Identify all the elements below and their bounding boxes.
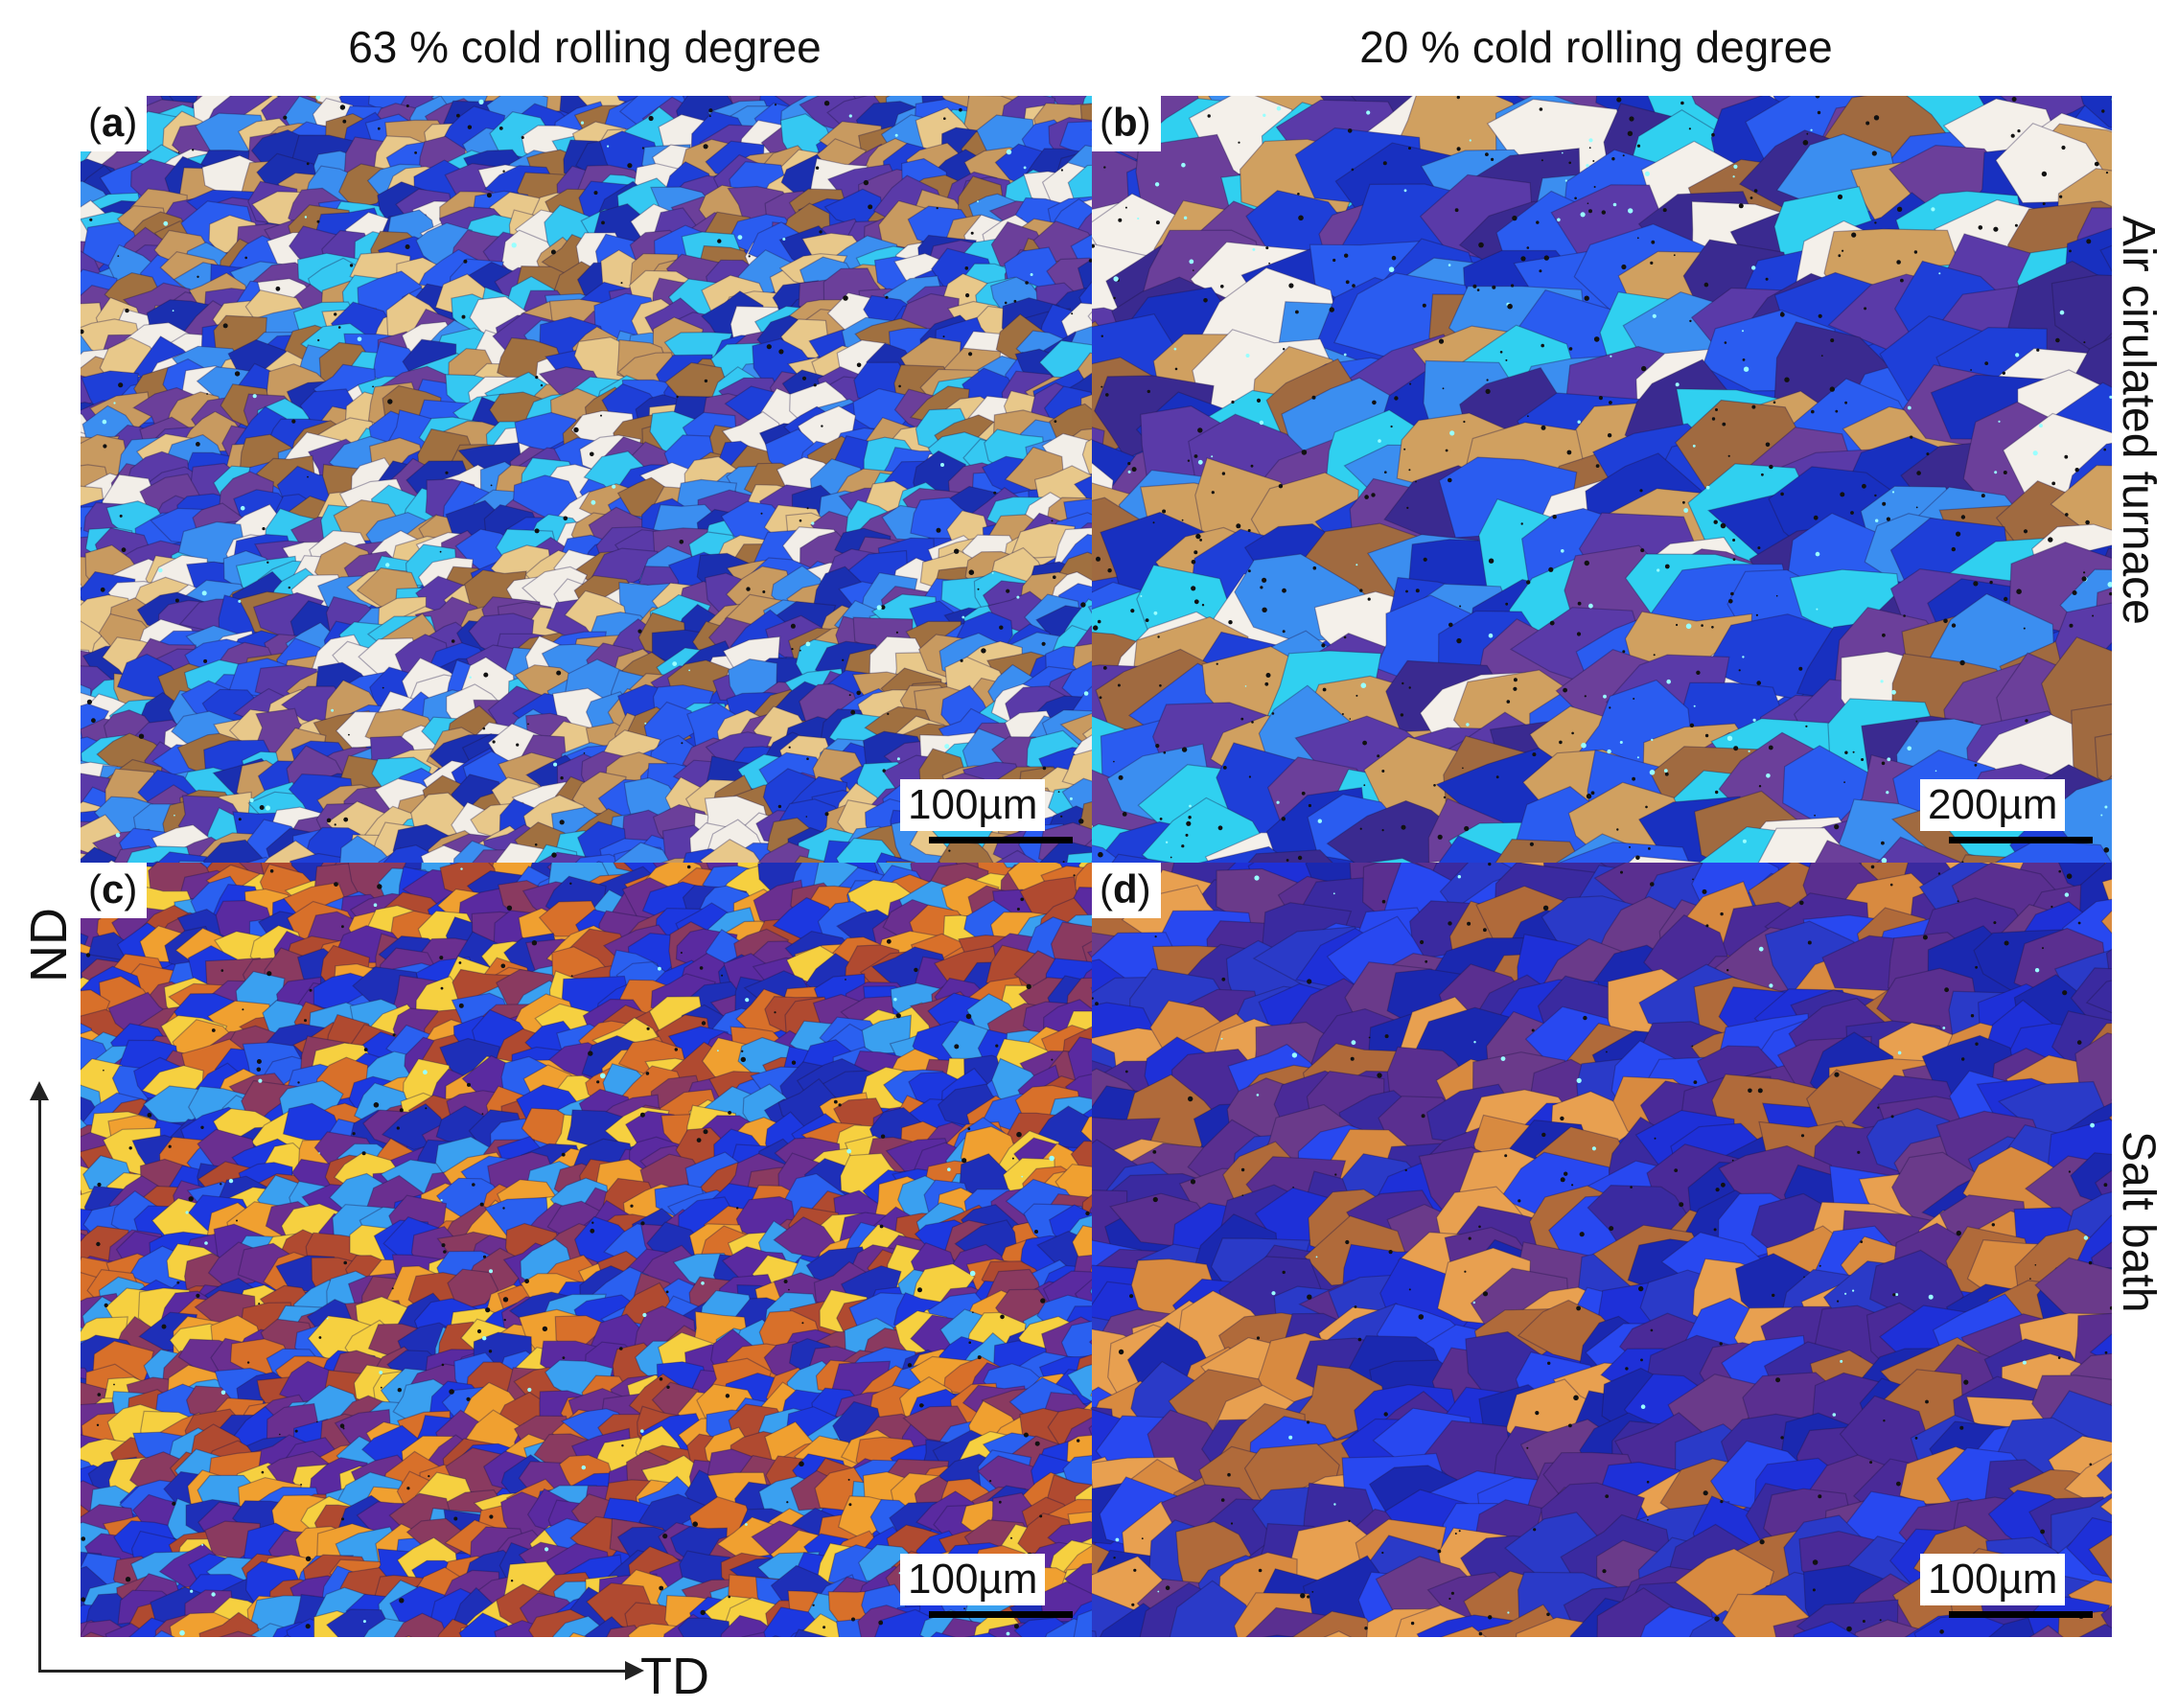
micrograph-panel-a: (a) 100µm bbox=[81, 96, 1092, 863]
scale-bar-line bbox=[1949, 837, 2093, 843]
panel-label-d: (d) bbox=[1092, 863, 1161, 918]
grain-micrograph-image-b bbox=[1092, 96, 2112, 863]
grain-micrograph-image-c bbox=[81, 863, 1092, 1637]
scale-bar-d: 100µm bbox=[1920, 1554, 2093, 1618]
scale-bar-b: 200µm bbox=[1920, 779, 2093, 843]
td-axis-line bbox=[38, 1670, 631, 1673]
td-axis-label: TD bbox=[640, 1648, 709, 1705]
column-title-63: 63 % cold rolling degree bbox=[348, 22, 822, 72]
scale-bar-line bbox=[1949, 1611, 2093, 1618]
scale-bar-text: 200µm bbox=[1920, 779, 2066, 831]
micrograph-panel-d: (d) 100µm bbox=[1092, 863, 2112, 1637]
micrograph-panel-b: (b) 200µm bbox=[1092, 96, 2112, 863]
scale-bar-line bbox=[929, 837, 1073, 843]
scale-bar-text: 100µm bbox=[900, 779, 1046, 831]
nd-axis-label: ND bbox=[20, 908, 78, 982]
scale-bar-text: 100µm bbox=[900, 1554, 1046, 1605]
micrograph-panel-c: (c) 100µm bbox=[81, 863, 1092, 1637]
grain-micrograph-image-a bbox=[81, 96, 1092, 863]
scale-bar-a: 100µm bbox=[900, 779, 1073, 843]
panel-label-a: (a) bbox=[81, 96, 148, 151]
scale-bar-c: 100µm bbox=[900, 1554, 1073, 1618]
scale-bar-text: 100µm bbox=[1920, 1554, 2066, 1605]
panel-label-b: (b) bbox=[1092, 96, 1161, 151]
row-title-air-furnace: Air cirulated furnace bbox=[2113, 216, 2164, 625]
td-arrow-icon bbox=[625, 1661, 644, 1680]
nd-axis-line bbox=[38, 1093, 41, 1673]
scale-bar-line bbox=[929, 1611, 1073, 1618]
panel-label-c: (c) bbox=[81, 863, 148, 918]
grain-micrograph-image-d bbox=[1092, 863, 2112, 1637]
nd-arrow-icon bbox=[30, 1081, 49, 1100]
column-title-20: 20 % cold rolling degree bbox=[1359, 22, 1833, 72]
row-title-salt-bath: Salt bath bbox=[2113, 1131, 2164, 1313]
